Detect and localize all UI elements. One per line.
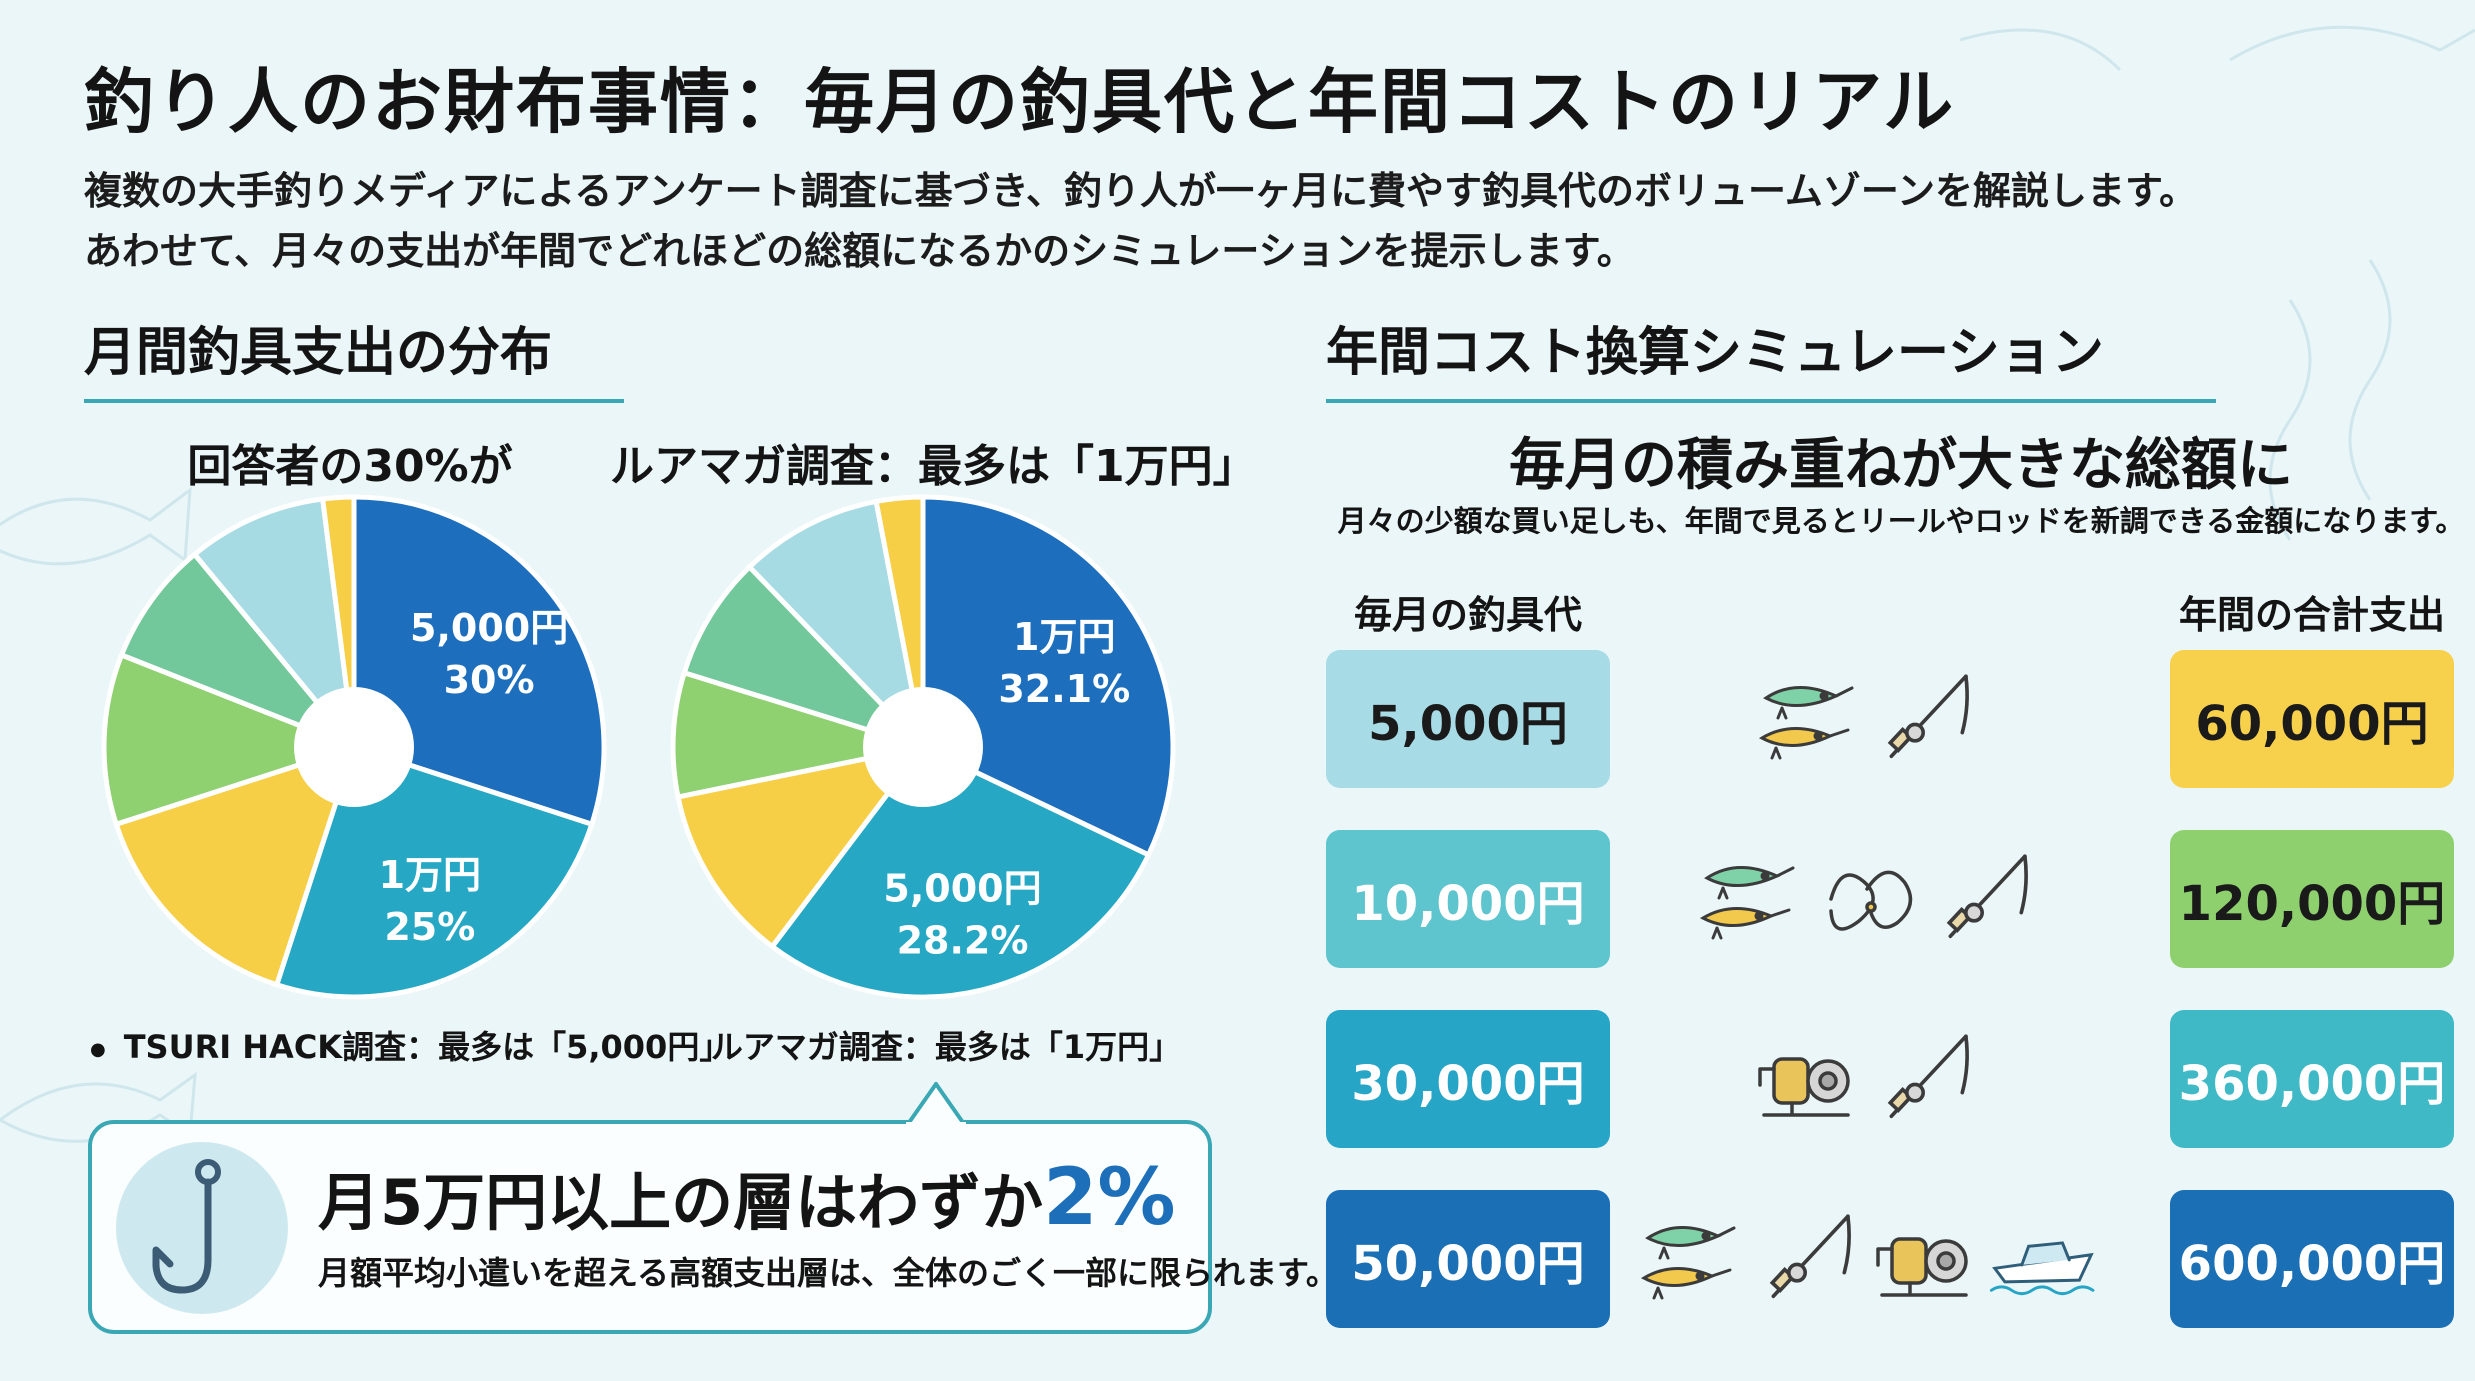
lure-icon bbox=[1634, 1209, 1744, 1313]
callout-pointer bbox=[906, 1082, 966, 1126]
pie-slice-value-0: 30% bbox=[444, 658, 535, 702]
annual-cost-box: 360,000円 bbox=[2170, 1010, 2454, 1148]
pie-slice-1 bbox=[768, 743, 1152, 1000]
pie-slice-2 bbox=[675, 743, 929, 950]
pie-slice-6 bbox=[319, 494, 357, 748]
simulation-description: 月々の少額な買い足しも、年間で見るとリールやロッドを新調できる金額になります。 bbox=[1337, 504, 2465, 538]
fishing-rod-icon bbox=[1870, 1029, 1980, 1133]
caption-bullet-icon: ● bbox=[90, 1038, 106, 1060]
monthly-cost-box: 10,000円 bbox=[1326, 830, 1610, 968]
pie-slice-0 bbox=[920, 494, 1176, 859]
pie-slice-5 bbox=[746, 498, 928, 755]
hook-icon bbox=[116, 1142, 288, 1314]
pie-slice-6 bbox=[873, 494, 926, 748]
monthly-cost-box: 30,000円 bbox=[1326, 1010, 1610, 1148]
pie-slice-3 bbox=[101, 651, 362, 828]
simulation-title: 毎月の積み重ねが大きな総額に bbox=[1509, 433, 2293, 498]
page-title: 釣り人のお財布事情：毎月の釣具代と年間コストのリアル bbox=[84, 61, 1956, 143]
pie-slice-1 bbox=[273, 743, 595, 1000]
pie-center-hole bbox=[294, 687, 414, 807]
lure-icon bbox=[1752, 669, 1862, 773]
pie-slice-value-1: 25% bbox=[384, 905, 475, 949]
pie-1-caption: ● TSURI HACK調査：最多は「5,000円」 bbox=[90, 1022, 731, 1068]
column-header-monthly: 毎月の釣具代 bbox=[1353, 593, 1582, 637]
section-heading-distribution: 月間釣具支出の分布 bbox=[84, 310, 624, 403]
callout-highlight-percent: 2% bbox=[1043, 1153, 1176, 1243]
pie-slice-label-0: 5,000円 bbox=[410, 606, 568, 650]
boat-icon bbox=[1988, 1209, 2098, 1313]
pie-slice-label-1: 1万円 bbox=[379, 853, 481, 897]
lure-icon bbox=[1693, 849, 1803, 953]
pie-2-caption: ルアマガ調査：最多は「1万円」 bbox=[710, 1028, 1182, 1066]
pie-slice-4 bbox=[118, 550, 356, 750]
pie-slice-value-0: 32.1% bbox=[998, 667, 1130, 711]
pie-slice-0 bbox=[351, 494, 607, 828]
annual-cost-box: 60,000円 bbox=[2170, 650, 2454, 788]
column-header-annual: 年間の合計支出 bbox=[2178, 593, 2445, 637]
pie-charts: 5,000円 30% 1万円 25% 1万円 32.1% 5,000円 28.2% bbox=[101, 494, 1176, 1000]
pie-slice-label-1: 5,000円 bbox=[883, 866, 1041, 910]
callout-headline-text: 月5万円以上の層はわずか bbox=[318, 1166, 1044, 1239]
pie-chart-rumaga: 1万円 32.1% 5,000円 28.2% bbox=[670, 494, 1176, 1000]
annual-cost-box: 600,000円 bbox=[2170, 1190, 2454, 1328]
fishing-rod-icon bbox=[1870, 669, 1980, 773]
reel-icon bbox=[1870, 1209, 1980, 1313]
pie-1-title: 回答者の30%が bbox=[187, 441, 513, 492]
pie-1-caption-text: TSURI HACK調査：最多は「5,000円」 bbox=[123, 1028, 732, 1066]
subtitle-line-2: あわせて、月々の支出が年間でどれほどの総額になるかのシミュレーションを提示します… bbox=[84, 229, 1635, 273]
fishing-line-icon bbox=[1811, 849, 1921, 953]
pie-slice-5 bbox=[191, 496, 358, 756]
pie-slice-3 bbox=[670, 669, 924, 800]
pie-2-title: ルアマガ調査：最多は「1万円」 bbox=[610, 441, 1257, 492]
fishing-rod-icon bbox=[1752, 1209, 1862, 1313]
pie-slice-label-0: 1万円 bbox=[1013, 615, 1115, 659]
annual-cost-box: 120,000円 bbox=[2170, 830, 2454, 968]
subtitle-line-1: 複数の大手釣りメディアによるアンケート調査に基づき、釣り人が一ヶ月に費やす釣具代… bbox=[84, 169, 2198, 213]
pie-slice-4 bbox=[681, 563, 925, 750]
callout-headline: 月5万円以上の層はわずか2% bbox=[318, 1152, 1176, 1243]
fishing-rod-icon bbox=[1929, 849, 2039, 953]
monthly-cost-box: 5,000円 bbox=[1326, 650, 1610, 788]
reel-icon bbox=[1752, 1029, 1862, 1133]
pie-chart-tsurihack: 5,000円 30% 1万円 25% bbox=[101, 494, 607, 1000]
callout-subtext: 月額平均小遣いを超える高額支出層は、全体のごく一部に限られます。 bbox=[318, 1254, 1338, 1292]
section-heading-simulation: 年間コスト換算シミュレーション bbox=[1326, 310, 2216, 403]
pie-slice-value-1: 28.2% bbox=[897, 918, 1029, 962]
monthly-cost-box: 50,000円 bbox=[1326, 1190, 1610, 1328]
pie-center-hole bbox=[863, 687, 983, 807]
